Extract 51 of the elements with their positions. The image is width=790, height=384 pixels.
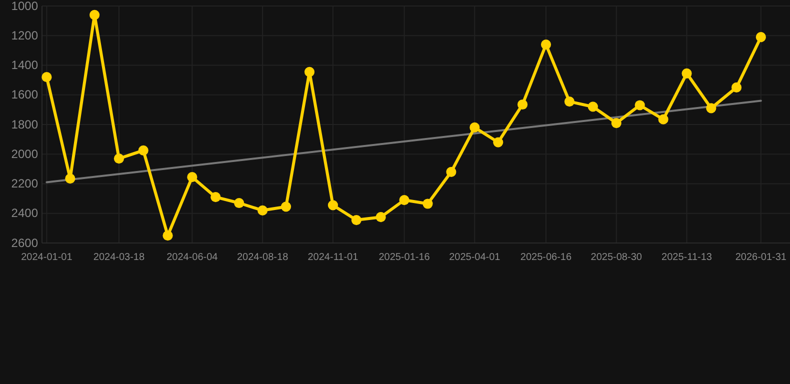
point [162, 230, 173, 241]
point [328, 200, 338, 210]
point [187, 172, 198, 182]
point [611, 118, 622, 128]
y-tick-label: 2000 [11, 146, 38, 161]
point [446, 166, 456, 177]
y-tick-label: 1200 [11, 28, 38, 42]
point [376, 212, 386, 222]
x-tick-label: 2025-08-30 [590, 252, 642, 264]
point [682, 68, 692, 78]
point [399, 195, 410, 206]
point [588, 102, 598, 112]
point [280, 202, 292, 212]
point [234, 198, 244, 208]
point [634, 100, 645, 110]
point [65, 174, 76, 184]
point [493, 137, 504, 148]
point [658, 114, 668, 124]
point [422, 198, 433, 209]
y-tick-label: 2400 [11, 206, 38, 220]
point [138, 145, 148, 156]
x-tick-label: 2024-06-04 [166, 252, 218, 264]
x-tick-label: 2024-01-01 [21, 252, 73, 264]
point [564, 96, 574, 107]
x-tick-label: 2024-03-18 [93, 252, 145, 264]
y-tick-label: 1000 [11, 0, 38, 13]
point [756, 32, 766, 42]
y-tick-label: 1800 [11, 117, 38, 132]
point [210, 192, 221, 202]
point [517, 99, 528, 110]
x-tick-label: 2025-06-16 [520, 252, 572, 264]
point [42, 72, 52, 82]
x-tick-label: 2025-04-01 [449, 252, 501, 264]
point [304, 66, 315, 77]
point [114, 154, 124, 164]
point [731, 82, 742, 93]
point [540, 39, 552, 50]
x-tick-label: 2025-01-16 [378, 252, 430, 264]
point [258, 205, 268, 216]
y-tick-label: 1600 [11, 88, 38, 102]
y-tick-label: 2600 [11, 236, 38, 250]
y-tick-label: 2200 [11, 176, 38, 191]
x-tick-label: 2026-01-31 [735, 252, 787, 264]
x-tick-label: 2025-11-13 [662, 252, 712, 264]
point [90, 10, 100, 20]
point [351, 215, 362, 226]
y-tick-label: 1400 [11, 58, 38, 72]
x-tick-label: 2024-11-01 [308, 252, 359, 264]
point [470, 122, 480, 132]
x-tick-label: 2024-08-18 [236, 252, 289, 264]
point [706, 103, 716, 114]
